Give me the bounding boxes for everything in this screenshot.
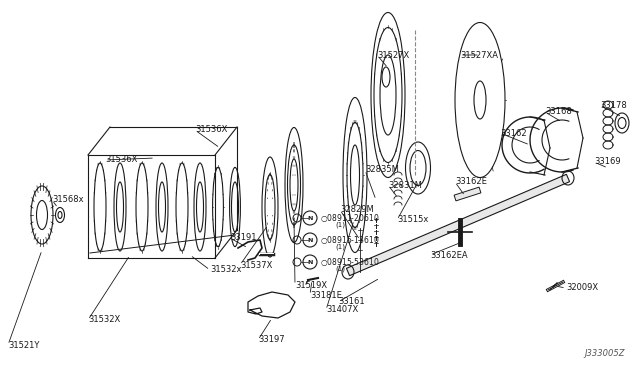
Polygon shape <box>346 174 570 276</box>
Text: $\mathregular{\bigcirc}$08915-13610: $\mathregular{\bigcirc}$08915-13610 <box>320 234 380 246</box>
Text: (1): (1) <box>335 222 345 228</box>
Text: 33162: 33162 <box>500 128 527 138</box>
Text: 33168: 33168 <box>545 108 572 116</box>
Text: $\mathregular{\bigcirc}$08915-53610: $\mathregular{\bigcirc}$08915-53610 <box>320 256 380 268</box>
Text: N: N <box>307 260 313 264</box>
Text: (1): (1) <box>335 266 345 272</box>
Text: 33178: 33178 <box>600 100 627 109</box>
Text: 31532X: 31532X <box>88 315 120 324</box>
Text: 33162E: 33162E <box>455 177 487 186</box>
Text: 31515x: 31515x <box>397 215 428 224</box>
Text: 31527XA: 31527XA <box>460 51 498 60</box>
Text: 32835M: 32835M <box>365 166 399 174</box>
Text: 33181E: 33181E <box>310 291 342 299</box>
Polygon shape <box>454 187 481 201</box>
Text: 31519X: 31519X <box>295 280 327 289</box>
Text: 33162EA: 33162EA <box>430 250 468 260</box>
Text: 32831M: 32831M <box>388 180 422 189</box>
Text: 33161: 33161 <box>338 298 365 307</box>
Text: 33191: 33191 <box>230 234 257 243</box>
Text: 33197: 33197 <box>258 336 285 344</box>
Text: 32829M: 32829M <box>340 205 374 215</box>
Text: 31527X: 31527X <box>377 51 409 60</box>
Text: 31532x: 31532x <box>210 266 241 275</box>
Text: 31536X: 31536X <box>105 155 138 164</box>
Text: (1): (1) <box>335 244 345 250</box>
Text: 31536X: 31536X <box>195 125 227 135</box>
Text: J333005Z: J333005Z <box>584 349 625 358</box>
Text: N: N <box>307 215 313 221</box>
Text: 31537X: 31537X <box>240 260 273 269</box>
Text: 31521Y: 31521Y <box>8 340 40 350</box>
Text: 31407X: 31407X <box>326 305 358 314</box>
Text: 33169: 33169 <box>594 157 621 167</box>
Text: $\mathregular{\bigcirc}$08911-20610: $\mathregular{\bigcirc}$08911-20610 <box>320 212 380 224</box>
Text: 31568x: 31568x <box>52 196 84 205</box>
Text: 32009X: 32009X <box>566 283 598 292</box>
Text: N: N <box>307 237 313 243</box>
